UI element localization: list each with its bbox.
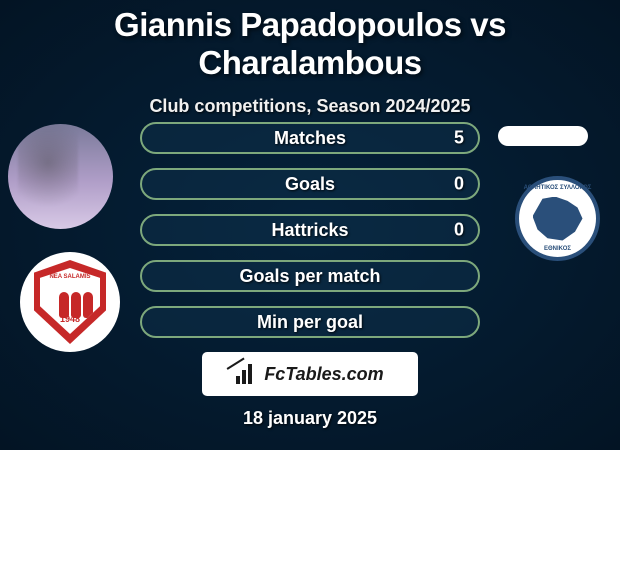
stat-value-right: 0: [454, 220, 464, 241]
bar-chart-icon: [236, 364, 258, 384]
comparison-card: Giannis Papadopoulos vs Charalambous Clu…: [0, 0, 620, 450]
stat-row-goals: Goals 0: [140, 168, 480, 200]
brand-attribution: FcTables.com: [202, 352, 418, 396]
stat-label: Goals per match: [239, 266, 380, 287]
stats-list: Matches 5 Goals 0 Hattricks 0 Goals per …: [140, 122, 480, 352]
brand-text: FcTables.com: [264, 364, 383, 385]
page-title: Giannis Papadopoulos vs Charalambous: [0, 0, 620, 82]
footer-date: 18 january 2025: [0, 408, 620, 429]
club-right-badge: ΑΘΛΗΤΙΚΟΣ ΣΥΛΛΟΓΟΣ ΕΘΝΙΚΟΣ: [515, 176, 600, 261]
stat-value-right: 0: [454, 174, 464, 195]
stat-value-right: 5: [454, 128, 464, 149]
stat-label: Goals: [285, 174, 335, 195]
stat-label: Hattricks: [271, 220, 348, 241]
greece-map-icon: [533, 197, 583, 241]
stat-label: Matches: [274, 128, 346, 149]
club-left-badge: NEA SALAMIS 1948: [20, 252, 120, 352]
stat-row-goals-per-match: Goals per match: [140, 260, 480, 292]
player-left-avatar: [8, 124, 113, 229]
stat-row-matches: Matches 5: [140, 122, 480, 154]
club-right-bottom-text: ΕΘΝΙΚΟΣ: [544, 246, 571, 252]
player-right-avatar: [498, 126, 588, 146]
stat-row-hattricks: Hattricks 0: [140, 214, 480, 246]
shield-icon: NEA SALAMIS 1948: [34, 260, 106, 344]
stat-label: Min per goal: [257, 312, 363, 333]
club-left-name: NEA SALAMIS: [40, 274, 100, 280]
subtitle: Club competitions, Season 2024/2025: [0, 96, 620, 117]
club-left-year: 1948: [40, 314, 100, 324]
club-right-top-text: ΑΘΛΗΤΙΚΟΣ ΣΥΛΛΟΓΟΣ: [524, 185, 592, 191]
stat-row-min-per-goal: Min per goal: [140, 306, 480, 338]
avatar-placeholder-art: [18, 124, 78, 229]
